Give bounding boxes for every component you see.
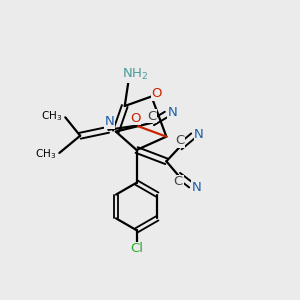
Text: O: O [130, 112, 140, 125]
Text: NH$_2$: NH$_2$ [122, 67, 148, 83]
Text: C: C [147, 110, 156, 123]
Text: O: O [152, 87, 162, 100]
Text: CH$_3$: CH$_3$ [35, 148, 56, 161]
Text: N: N [167, 106, 177, 119]
Text: C: C [175, 134, 184, 147]
Text: Cl: Cl [130, 242, 143, 256]
Text: N: N [105, 115, 115, 128]
Text: N: N [191, 181, 201, 194]
Text: N: N [194, 128, 204, 141]
Text: CH$_3$: CH$_3$ [41, 109, 62, 123]
Text: C: C [174, 175, 183, 188]
